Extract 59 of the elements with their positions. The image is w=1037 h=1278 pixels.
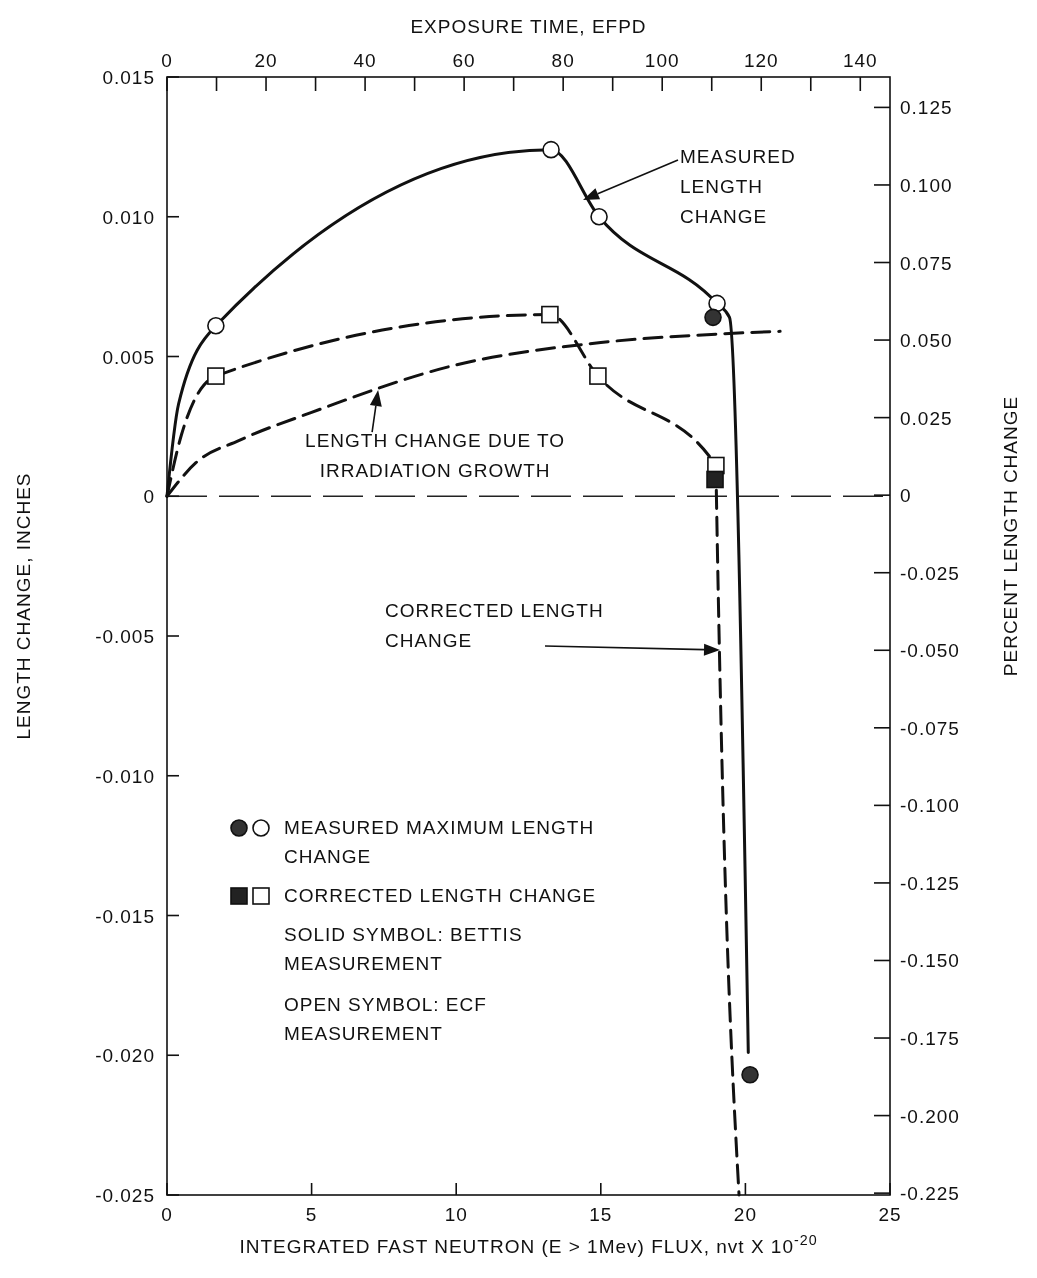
y2-tick-label: 0.025: [900, 407, 953, 429]
point: [704, 308, 722, 327]
y2-tick-label: -0.175: [900, 1028, 960, 1050]
point: [541, 305, 559, 324]
point: [706, 470, 724, 489]
x2-tick-label: 60: [452, 50, 476, 71]
annotation: CORRECTED LENGTH CHANGE: [385, 600, 604, 651]
point: [590, 207, 608, 226]
y-tick-label: -0.010: [95, 765, 155, 787]
y2-tick-label: -0.150: [900, 950, 960, 972]
y2-tick-label: -0.050: [900, 640, 960, 662]
y2-tick-label: 0.100: [900, 174, 953, 196]
x-tick-label: 20: [733, 1204, 757, 1225]
x2-tick-label: 40: [353, 50, 377, 71]
annotation: LENGTH CHANGE DUE TO IRRADIATION GROWTH: [305, 430, 566, 482]
x2-tick-label: 80: [551, 50, 575, 71]
point: [708, 294, 726, 313]
point: [542, 140, 560, 159]
x-tick-label: 25: [878, 1204, 902, 1225]
point: [589, 367, 607, 385]
x2-axis-title: EXPOSURE TIME, EFPD: [410, 16, 647, 37]
x2-tick-label: 140: [842, 50, 878, 71]
x2-tick-label: 100: [644, 50, 680, 71]
y-tick-label: -0.020: [95, 1045, 155, 1067]
y-tick-label: 0.005: [102, 346, 155, 368]
y2-tick-label: 0.050: [900, 330, 953, 352]
legend-label: CORRECTED LENGTH CHANGE: [284, 885, 597, 906]
x-tick-label: 10: [444, 1204, 468, 1225]
y-tick-label: 0.015: [102, 67, 155, 88]
x-tick-label: 15: [589, 1204, 613, 1225]
y2-tick-label: -0.075: [900, 717, 960, 739]
annotation: MEASURED LENGTH CHANGE: [680, 146, 796, 227]
y-tick-label: 0.010: [102, 206, 155, 228]
y2-tick-label: 0.075: [900, 252, 953, 274]
y2-tick-label: -0.125: [900, 872, 960, 894]
point: [207, 367, 225, 385]
annotation: SOLID SYMBOL: BETTIS MEASUREMENT: [284, 924, 523, 974]
y-tick-label: -0.005: [95, 626, 155, 647]
y-tick-label: -0.025: [95, 1185, 155, 1206]
y2-tick-label: -0.200: [900, 1105, 960, 1127]
y-axis-title: LENGTH CHANGE, INCHES: [13, 472, 34, 740]
point: [741, 1066, 759, 1084]
y2-tick-label: -0.025: [900, 562, 960, 584]
y2-axis-title: PERCENT LENGTH CHANGE: [1000, 395, 1021, 677]
x-axis-title: INTEGRATED FAST NEUTRON (E > 1Mev) FLUX, nvt X 10$^{-20}$: [239, 1232, 818, 1257]
legend-label: MEASURED MAXIMUM LENGTH CHANGE: [284, 817, 595, 867]
x-tick-label: 5: [305, 1204, 318, 1225]
point: [207, 316, 225, 335]
x2-tick-label: 20: [254, 50, 278, 71]
y-tick-label: -0.015: [95, 905, 155, 927]
x-tick-label: 0: [161, 1204, 173, 1225]
y-tick-label: 0: [143, 486, 155, 508]
x2-tick-label: 0: [161, 50, 173, 71]
y2-tick-label: 0: [900, 485, 912, 507]
x2-tick-label: 120: [743, 50, 779, 71]
annotation: OPEN SYMBOL: ECF MEASUREMENT: [284, 994, 487, 1044]
y2-tick-label: -0.100: [900, 795, 960, 817]
y2-tick-label: 0.125: [900, 97, 953, 119]
y2-tick-label: -0.225: [900, 1183, 960, 1205]
